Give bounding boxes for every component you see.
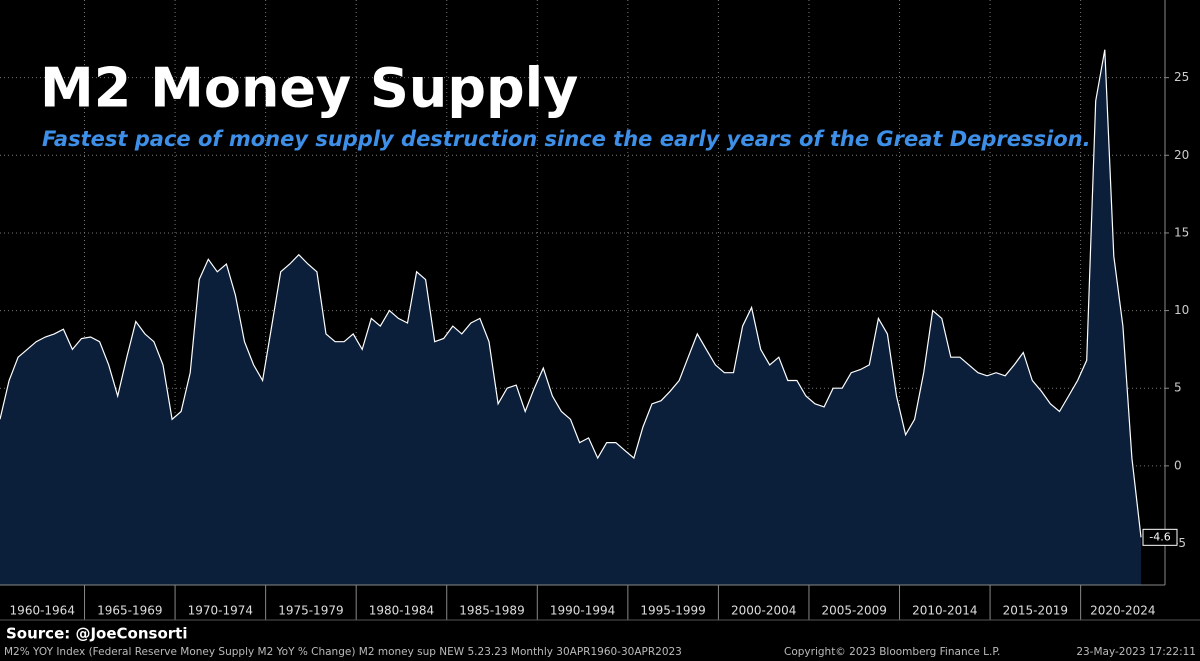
x-tick-label: 2020-2024 [1090, 604, 1155, 618]
x-tick-label: 1985-1989 [459, 604, 524, 618]
y-tick-label: 0 [1174, 458, 1182, 472]
chart-title: M2 Money Supply [40, 57, 578, 120]
x-tick-label: 1965-1969 [97, 604, 162, 618]
last-value-box [1142, 528, 1178, 546]
copyright: Copyright© 2023 Bloomberg Finance L.P. [784, 646, 1000, 658]
x-tick-label: 1990-1994 [550, 604, 615, 618]
x-tick-label: 1975-1979 [278, 604, 343, 618]
y-tick-label: 5 [1174, 381, 1182, 395]
x-tick-label: 2005-2009 [822, 604, 887, 618]
y-tick-label: 15 [1174, 225, 1189, 239]
plot-area: -5 0 5 10 15 20 25 1960-1964 1965-1969 1970-1974 1… [0, 0, 1189, 620]
x-tick-label: 1995-1999 [640, 604, 705, 618]
chart-subtitle: Fastest pace of money supply destruction… [42, 127, 1091, 151]
footer: M2% YOY Index (Federal Reserve Money Sup… [4, 646, 682, 658]
last-value-label: -4.6 [1149, 530, 1170, 543]
line [0, 49, 1142, 538]
x-tick-label: 2010-2014 [912, 604, 977, 618]
x-tick-label: 2015-2019 [1003, 604, 1068, 618]
y-tick-label: 20 [1174, 148, 1189, 162]
timestamp: 23-May-2023 17:22:11 [1076, 646, 1196, 658]
y-tick-label: -5 [1174, 536, 1186, 550]
source: Source: @JoeConsorti [6, 625, 187, 643]
x-tick-label: 1970-1974 [188, 604, 253, 618]
y-tick-label: 10 [1174, 303, 1189, 317]
x-tick-label: 2000-2004 [731, 604, 796, 618]
x-tick-label: 1980-1984 [369, 604, 434, 618]
x-tick-label: 1960-1964 [10, 604, 75, 618]
area [0, 49, 1141, 585]
y-tick-label: 25 [1174, 70, 1189, 84]
